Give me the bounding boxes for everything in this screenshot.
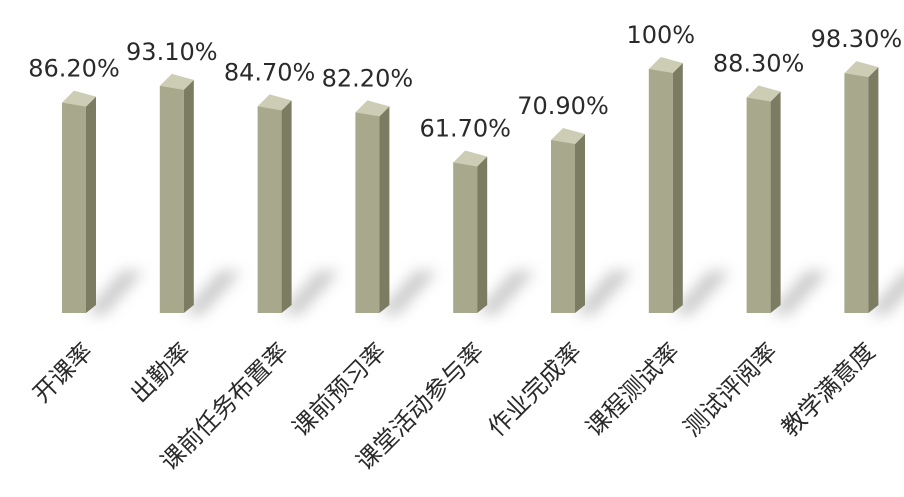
data-label: 61.70% <box>419 114 511 142</box>
bar-front-face <box>551 138 575 313</box>
bar-top-cap <box>746 85 781 102</box>
bar-side-face <box>868 67 879 313</box>
bar-side-face <box>86 96 96 313</box>
data-label: 93.10% <box>126 38 218 66</box>
data-label: 82.20% <box>322 64 414 92</box>
bar-side-face <box>575 134 585 313</box>
bar-front-face <box>355 110 380 313</box>
bar-shadow <box>183 271 242 315</box>
bar <box>746 85 781 313</box>
bar-shadow <box>770 271 829 315</box>
bar-side-face <box>379 106 390 313</box>
data-label: 70.90% <box>517 92 609 120</box>
bar-top-cap <box>844 61 879 78</box>
bars <box>62 57 879 313</box>
data-label: 88.30% <box>713 50 805 78</box>
category-label: 出勤率 <box>125 337 196 408</box>
bar-top-cap <box>159 73 194 90</box>
bar-top-cap <box>355 100 390 117</box>
bar-front-face <box>257 104 282 313</box>
data-label: 98.30% <box>811 25 903 53</box>
data-label: 86.20% <box>28 55 120 83</box>
bar-top-cap <box>648 57 683 73</box>
bar-side-face <box>770 91 781 313</box>
bar <box>453 150 488 313</box>
bar <box>551 128 585 313</box>
bar <box>62 90 96 313</box>
bar-shadows <box>86 271 904 315</box>
category-labels: 开课率 出勤率课前任务布置率课前预习率课堂活动参与率作业完成率课程测试率测试评阅率… <box>28 337 881 476</box>
category-label: 作业完成率 <box>483 337 588 442</box>
bar-top-cap <box>551 128 585 145</box>
bar-shadow <box>86 271 144 315</box>
bar <box>355 100 390 313</box>
bar <box>844 61 879 313</box>
bar-front-face <box>62 100 86 313</box>
bar-top-cap <box>62 90 96 107</box>
bar-side-face <box>672 63 683 313</box>
bar <box>648 57 683 313</box>
category-label: 开课率 <box>28 337 99 408</box>
bar-shadow <box>672 271 731 315</box>
bar-front-face <box>648 67 673 313</box>
bar-shadow <box>477 271 536 315</box>
bar-front-face <box>844 71 869 313</box>
data-label: 84.70% <box>224 58 316 86</box>
bar-side-face <box>183 79 194 313</box>
bar-shadow <box>379 271 438 315</box>
category-label: 课程测试率 <box>580 337 685 442</box>
bar-front-face <box>453 160 478 313</box>
bar-shadow <box>281 271 340 315</box>
bar-side-face <box>281 100 292 313</box>
bar-shadow <box>575 271 633 315</box>
bar-side-face <box>477 156 488 313</box>
bar-top-cap <box>257 94 292 111</box>
bar-front-face <box>159 83 184 313</box>
data-label: 100% <box>626 21 695 49</box>
bar <box>257 94 292 313</box>
bar-front-face <box>746 95 771 313</box>
bar-top-cap <box>453 150 488 167</box>
category-label: 测试评阅率 <box>678 337 783 442</box>
category-label: 课前预习率 <box>287 337 392 442</box>
category-label: 教学满意度 <box>776 337 881 442</box>
value-labels: 86.20%93.10%84.70% 82.20%61.70%70.90% 100%… <box>28 21 902 142</box>
bar <box>159 73 194 313</box>
